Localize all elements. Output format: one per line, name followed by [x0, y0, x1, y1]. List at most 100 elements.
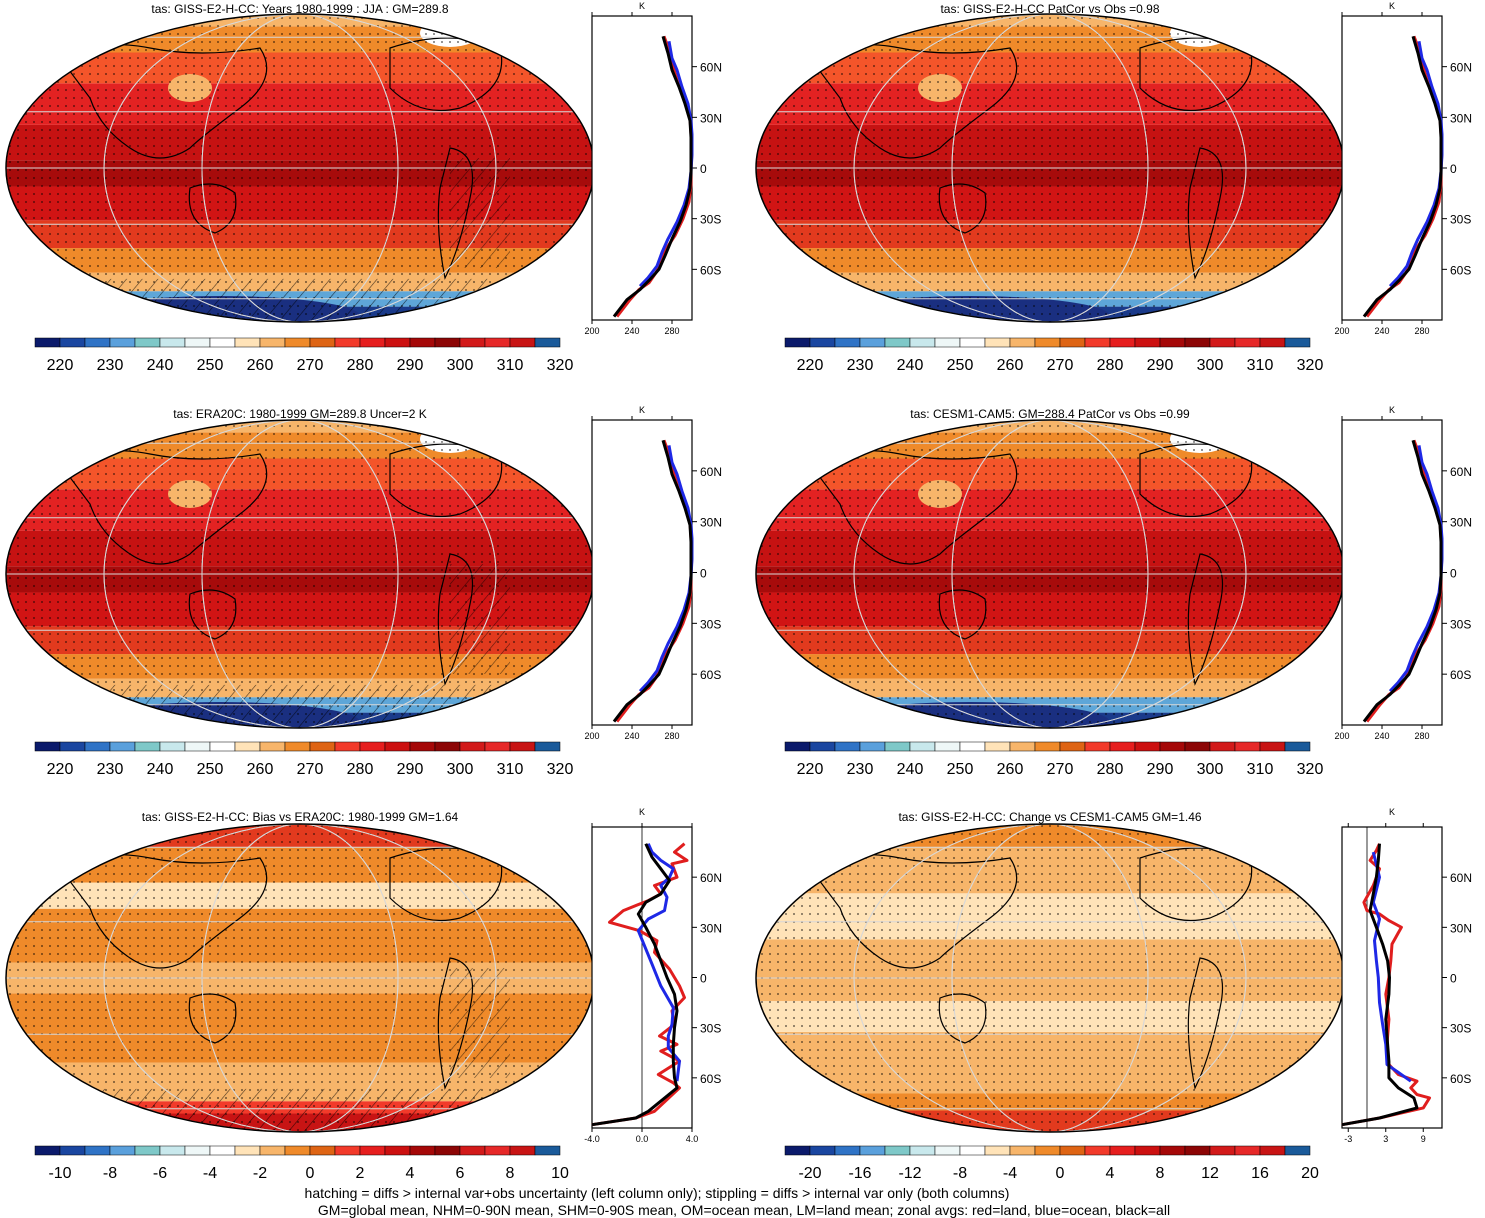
continent-south-america	[1187, 147, 1224, 280]
all-line	[1362, 35, 1443, 318]
x-tick-label: 4.0	[686, 1134, 699, 1144]
colorbar-label: 320	[547, 357, 574, 374]
continent-australia	[938, 993, 987, 1044]
colorbar-label: 280	[347, 357, 374, 374]
colorbar-label: 16	[1251, 1165, 1269, 1182]
colorbar-label: 260	[997, 761, 1024, 778]
colorbar-swatch	[1259, 741, 1286, 752]
colorbar-swatch	[959, 1145, 986, 1156]
zonal-panel: K 200 240 280 60N 30N 0 30S 60S	[584, 1, 722, 336]
y-tick-label: 0	[700, 567, 707, 581]
colorbar-swatch	[809, 741, 836, 752]
colorbar-label: 260	[247, 357, 274, 374]
colorbar-label: 320	[547, 761, 574, 778]
colorbar-label: 280	[1097, 357, 1124, 374]
continent-north-america	[389, 37, 503, 112]
y-tick-label: 60N	[1450, 61, 1472, 75]
colorbar-label: 300	[447, 357, 474, 374]
colorbar-swatch	[459, 1145, 486, 1156]
colorbar-label: 260	[997, 357, 1024, 374]
colorbar-swatch	[109, 1145, 136, 1156]
colorbar-label: -20	[798, 1165, 821, 1182]
colorbar-label: 270	[297, 357, 324, 374]
panel-title: tas: ERA20C: 1980-1999 GM=289.8 Uncer=2 …	[173, 407, 426, 421]
y-tick-label: 30N	[1450, 111, 1472, 125]
colorbar-swatch	[859, 1145, 886, 1156]
colorbar-swatch	[1059, 1145, 1086, 1156]
colorbar-swatch	[234, 337, 261, 348]
world-map	[756, 824, 1344, 1132]
colorbar-swatch	[1209, 1145, 1236, 1156]
colorbar-label: 290	[1147, 761, 1174, 778]
continent-eurasia	[59, 44, 268, 159]
continent-south-america	[437, 957, 474, 1090]
colorbar-swatch	[784, 337, 811, 348]
y-tick-label: 60S	[700, 1072, 721, 1086]
colorbar-swatch	[1134, 1145, 1161, 1156]
colorbar-swatch	[434, 1145, 461, 1156]
zonal-panel: K 200 240 280 60N 30N 0 30S 60S	[584, 405, 722, 741]
panel-4: tas: CESM1-CAM5: GM=288.4 PatCor vs Obs …	[755, 405, 1472, 778]
colorbar-swatch	[534, 741, 561, 752]
colorbar-swatch	[484, 337, 511, 348]
colorbar-swatch	[959, 741, 986, 752]
colorbar-swatch	[184, 337, 211, 348]
continent-north-america	[389, 847, 503, 922]
colorbar-label: 4	[1106, 1165, 1115, 1182]
colorbar-swatch	[1159, 741, 1186, 752]
colorbar-label: 0	[1056, 1165, 1065, 1182]
unit-label: K	[1389, 807, 1395, 817]
colorbar-label: 20	[1301, 1165, 1319, 1182]
continent-eurasia	[809, 450, 1018, 565]
y-tick-label: 30N	[700, 921, 722, 935]
colorbar-swatch	[1034, 1145, 1061, 1156]
colorbar-label: -2	[253, 1165, 267, 1182]
x-tick-label: 240	[1374, 731, 1389, 741]
y-tick-label: 30S	[1450, 617, 1471, 631]
colorbar-label: 220	[797, 357, 824, 374]
colorbar-swatch	[334, 337, 361, 348]
colorbar-swatch	[259, 1145, 286, 1156]
colorbar-swatch	[534, 1145, 561, 1156]
colorbar-swatch	[1284, 741, 1311, 752]
colorbar-label: 8	[506, 1165, 515, 1182]
colorbar-label: -8	[953, 1165, 967, 1182]
y-tick-label: 60S	[1450, 1072, 1471, 1086]
y-tick-label: 30S	[1450, 1022, 1471, 1036]
colorbar-swatch	[1159, 1145, 1186, 1156]
colorbar-swatch	[359, 337, 386, 348]
continent-australia	[938, 589, 987, 640]
colorbar-swatch	[859, 337, 886, 348]
colorbar-label: 250	[197, 357, 224, 374]
unit-label: K	[1389, 405, 1395, 415]
colorbar-label: 270	[1047, 357, 1074, 374]
continent-eurasia	[59, 854, 268, 969]
colorbar-swatch	[184, 741, 211, 752]
x-tick-label: 200	[584, 731, 599, 741]
colorbar-swatch	[1009, 741, 1036, 752]
colorbar-swatch	[1134, 337, 1161, 348]
all-line	[612, 35, 693, 318]
y-tick-label: 0	[1450, 567, 1457, 581]
y-tick-label: 60S	[1450, 668, 1471, 682]
colorbar-swatch	[859, 741, 886, 752]
colorbar-swatch	[109, 741, 136, 752]
colorbar-swatch	[409, 337, 436, 348]
colorbar-swatch	[1234, 1145, 1261, 1156]
continent-south-america	[437, 553, 474, 686]
colorbar-label: 240	[147, 761, 174, 778]
colorbar-label: 0	[306, 1165, 315, 1182]
colorbar-swatch	[959, 337, 986, 348]
colorbar-label: 4	[406, 1165, 415, 1182]
ocean-line	[1371, 851, 1412, 1083]
colorbar-label: -12	[898, 1165, 921, 1182]
colorbar-swatch	[434, 337, 461, 348]
hatching	[450, 564, 510, 674]
continent-north-america	[389, 443, 503, 518]
footnote-line1: hatching = diffs > internal var+obs unce…	[305, 1185, 1010, 1201]
colorbar-swatch	[459, 741, 486, 752]
colorbar-swatch	[234, 741, 261, 752]
colorbar-label: 290	[1147, 357, 1174, 374]
y-tick-label: 0	[700, 972, 707, 986]
colorbar-swatch	[309, 741, 336, 752]
